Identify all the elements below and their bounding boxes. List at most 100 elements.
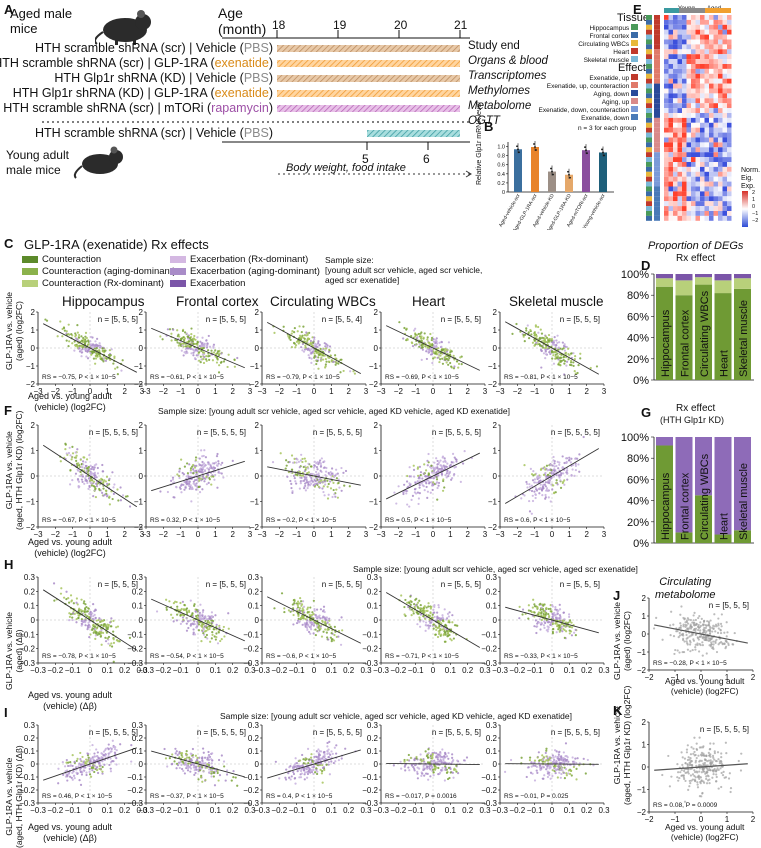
scatter-point bbox=[95, 483, 97, 485]
scatter-point bbox=[322, 481, 324, 483]
scatter-point bbox=[212, 345, 214, 347]
scatter-point bbox=[180, 488, 182, 490]
scatter-point bbox=[436, 499, 438, 501]
scatter-point bbox=[68, 324, 70, 326]
y-tick-label: 0.1 bbox=[24, 602, 36, 611]
scatter-point bbox=[316, 608, 318, 610]
scatter-point bbox=[110, 768, 112, 770]
scatter-point bbox=[110, 770, 112, 772]
scatter-point bbox=[94, 475, 96, 477]
scatter-point bbox=[312, 342, 314, 344]
scatter-point bbox=[536, 606, 538, 608]
scatter-point bbox=[335, 361, 337, 363]
scatter-point bbox=[447, 633, 449, 635]
scatter-point bbox=[311, 611, 313, 613]
scatter-point bbox=[85, 475, 87, 477]
scatter-point bbox=[204, 630, 206, 632]
scatter-point bbox=[165, 607, 167, 609]
scatter-point bbox=[110, 617, 112, 619]
x-tick-label: 1 bbox=[213, 387, 218, 396]
scatter-point bbox=[323, 606, 325, 608]
x-tick-label: 0 bbox=[88, 806, 93, 815]
scatter-point bbox=[534, 478, 536, 480]
scatter-point bbox=[199, 345, 201, 347]
y-tick-label: −0.1 bbox=[481, 630, 497, 639]
scatter-point bbox=[540, 350, 542, 352]
scatter-point bbox=[324, 628, 326, 630]
x-tick-label: −2 bbox=[159, 387, 169, 396]
scatter-point bbox=[316, 346, 318, 348]
scatter-point bbox=[442, 490, 444, 492]
scatter-point bbox=[300, 454, 302, 456]
scatter-point bbox=[298, 618, 300, 620]
scatter-point bbox=[297, 615, 299, 617]
scatter-point bbox=[81, 756, 83, 758]
scatter-point bbox=[403, 613, 405, 615]
scatter-point bbox=[103, 623, 105, 625]
scatter-point bbox=[300, 346, 302, 348]
scatter-point bbox=[68, 602, 70, 604]
scatter-point bbox=[69, 483, 71, 485]
scatter-point bbox=[325, 358, 327, 360]
scatter-point bbox=[442, 478, 444, 480]
scatter-point bbox=[342, 472, 344, 474]
scatter-point bbox=[307, 487, 309, 489]
scatter-point bbox=[331, 632, 333, 634]
scatter-point bbox=[526, 486, 528, 488]
scatter-point bbox=[94, 363, 96, 365]
scatter-point bbox=[300, 600, 302, 602]
x-tick-label: −2 bbox=[275, 387, 285, 396]
scatter-point bbox=[218, 759, 220, 761]
scatter-point bbox=[302, 624, 304, 626]
sample-size-label: n = [5, 5, 4] bbox=[322, 315, 362, 324]
scatter-point bbox=[402, 493, 404, 495]
scatter-point bbox=[555, 339, 557, 341]
scatter-point bbox=[441, 614, 443, 616]
scatter-point bbox=[211, 615, 213, 617]
scatter-point bbox=[196, 354, 198, 356]
scatter-point bbox=[413, 465, 415, 467]
scatter-point bbox=[432, 489, 434, 491]
scatter-point bbox=[169, 328, 171, 330]
scatter-point bbox=[450, 365, 452, 367]
scatter-point bbox=[323, 485, 325, 487]
scatter-point bbox=[92, 766, 94, 768]
scatter-point bbox=[94, 486, 96, 488]
sample-size-label: n = [5, 5, 5] bbox=[322, 580, 362, 589]
scatter-point bbox=[443, 466, 445, 468]
scatter-point bbox=[324, 349, 326, 351]
y-tick-label: 1 bbox=[493, 447, 498, 456]
scatter-point bbox=[414, 333, 416, 335]
scatter-point bbox=[425, 610, 427, 612]
scatter-point bbox=[437, 627, 439, 629]
scatter-point bbox=[527, 324, 529, 326]
scatter-point bbox=[202, 630, 204, 632]
scatter-point bbox=[307, 611, 309, 613]
scatter-point bbox=[451, 461, 453, 463]
scatter-point bbox=[565, 457, 567, 459]
scatter-point bbox=[533, 625, 535, 627]
scatter-point bbox=[349, 370, 351, 372]
scatter-point bbox=[565, 630, 567, 632]
scatter-point bbox=[532, 495, 534, 497]
scatter-point bbox=[92, 495, 94, 497]
scatter-point bbox=[85, 355, 87, 357]
scatter-point bbox=[92, 758, 94, 760]
scatter-point bbox=[554, 623, 556, 625]
scatter-point bbox=[439, 358, 441, 360]
scatter-point bbox=[543, 627, 545, 629]
x-tick-label: −0.2 bbox=[390, 666, 406, 675]
scatter-point bbox=[170, 614, 172, 616]
scatter-point bbox=[192, 628, 194, 630]
scatter-point bbox=[303, 480, 305, 482]
scatter-point bbox=[545, 475, 547, 477]
scatter-point bbox=[217, 642, 219, 644]
scatter-point bbox=[433, 468, 435, 470]
scatter-point bbox=[100, 358, 102, 360]
scatter-point bbox=[438, 461, 440, 463]
scatter-point bbox=[451, 350, 453, 352]
scatter-point bbox=[195, 474, 197, 476]
scatter-point bbox=[98, 768, 100, 770]
scatter-point bbox=[87, 759, 89, 761]
